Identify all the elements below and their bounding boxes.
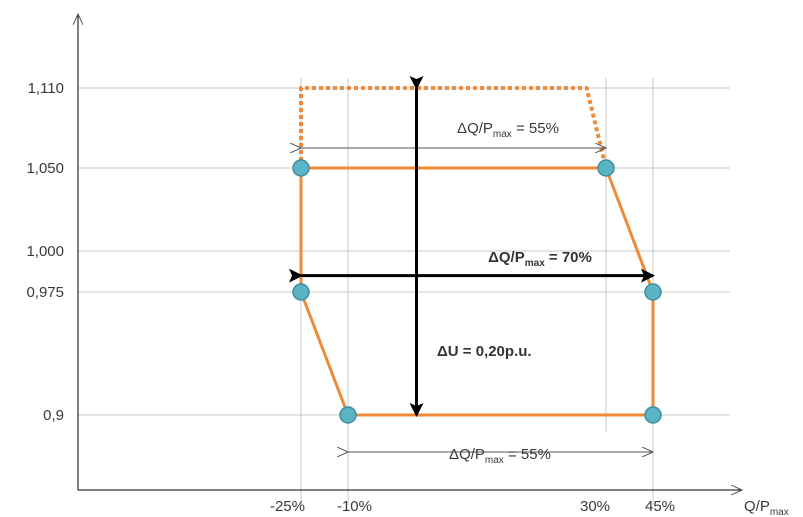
data-markers <box>292 159 662 424</box>
data-point-marker <box>292 159 310 177</box>
annotation-label: ΔU = 0,20p.u. <box>437 343 532 360</box>
annotation-label: ΔQ/Pmax = 55% <box>449 446 551 466</box>
data-point-marker <box>644 283 662 301</box>
gridlines <box>78 78 730 505</box>
data-point-marker <box>292 283 310 301</box>
annotation-label: ΔQ/Pmax = 55% <box>457 120 559 140</box>
annotation-label: ΔQ/Pmax = 70% <box>488 249 592 269</box>
data-point-marker <box>339 406 357 424</box>
x-tick-label: -25% <box>270 498 305 515</box>
data-point-marker <box>644 406 662 424</box>
y-tick-label: 0,975 <box>26 284 64 301</box>
data-point-marker <box>597 159 615 177</box>
tick-labels: 1,110 1,050 1,000 0,975 0,9 -25% -10% 30% 45% Q/P… <box>26 80 788 517</box>
annotations: ΔQ/Pmax = 55% ΔQ/Pmax = 70% ΔU = 0,20p.u. Δ… <box>289 76 655 466</box>
y-tick-label: 1,000 <box>26 243 64 260</box>
y-tick-label: 0,9 <box>43 407 64 424</box>
extended-boundary-line <box>299 86 608 169</box>
x-axis-label: Q/Pmax <box>744 498 789 517</box>
y-tick-label: 1,110 <box>28 80 64 97</box>
axes <box>78 14 742 490</box>
x-tick-label: 45% <box>645 498 675 515</box>
x-tick-label: -10% <box>337 498 372 515</box>
y-tick-label: 1,050 <box>26 160 64 177</box>
x-tick-label: 30% <box>580 498 610 515</box>
